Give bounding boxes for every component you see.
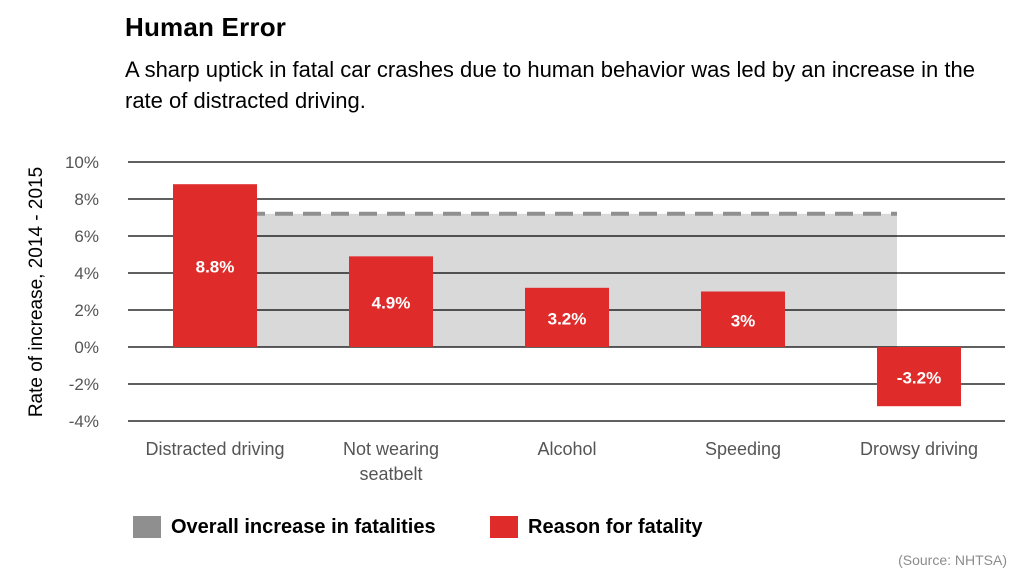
bar-value-label: 3.2% bbox=[548, 309, 587, 328]
legend-item-overall: Overall increase in fatalities bbox=[133, 514, 436, 540]
y-axis-label: Rate of increase, 2014 - 2015 bbox=[26, 167, 47, 417]
x-category-label: Alcohol bbox=[537, 439, 596, 459]
bar bbox=[525, 287, 609, 347]
y-tick-label: 0% bbox=[74, 338, 99, 357]
legend-swatch-overall bbox=[133, 516, 161, 538]
x-category-label: Not wearing bbox=[343, 439, 439, 459]
legend-swatch-reason bbox=[490, 516, 518, 538]
y-tick-label: 10% bbox=[65, 153, 99, 172]
x-category-label: Distracted driving bbox=[145, 439, 284, 459]
x-category-label: Speeding bbox=[705, 439, 781, 459]
y-tick-label: 2% bbox=[74, 301, 99, 320]
y-tick-label: 4% bbox=[74, 264, 99, 283]
x-category-label: seatbelt bbox=[359, 464, 422, 484]
chart-title: Human Error bbox=[125, 12, 287, 42]
bar-value-label: 3% bbox=[731, 311, 756, 330]
bar-value-label: 8.8% bbox=[196, 258, 235, 277]
legend-label-reason: Reason for fatality bbox=[528, 515, 703, 538]
bar bbox=[349, 256, 433, 347]
bar bbox=[173, 184, 257, 347]
bar bbox=[701, 291, 785, 347]
bar-value-label: -3.2% bbox=[897, 369, 941, 388]
chart-subtitle: A sharp uptick in fatal car crashes due … bbox=[125, 57, 975, 113]
x-category-label: Drowsy driving bbox=[860, 439, 978, 459]
legend-label-overall: Overall increase in fatalities bbox=[171, 515, 436, 538]
y-tick-label: -2% bbox=[69, 375, 99, 394]
y-tick-label: 8% bbox=[74, 190, 99, 209]
y-tick-label: -4% bbox=[69, 412, 99, 431]
legend-item-reason: Reason for fatality bbox=[490, 514, 702, 540]
bar-value-label: 4.9% bbox=[372, 294, 411, 313]
bar bbox=[877, 347, 961, 407]
source-note: (Source: NHTSA) bbox=[898, 552, 1007, 568]
y-tick-label: 6% bbox=[74, 227, 99, 246]
